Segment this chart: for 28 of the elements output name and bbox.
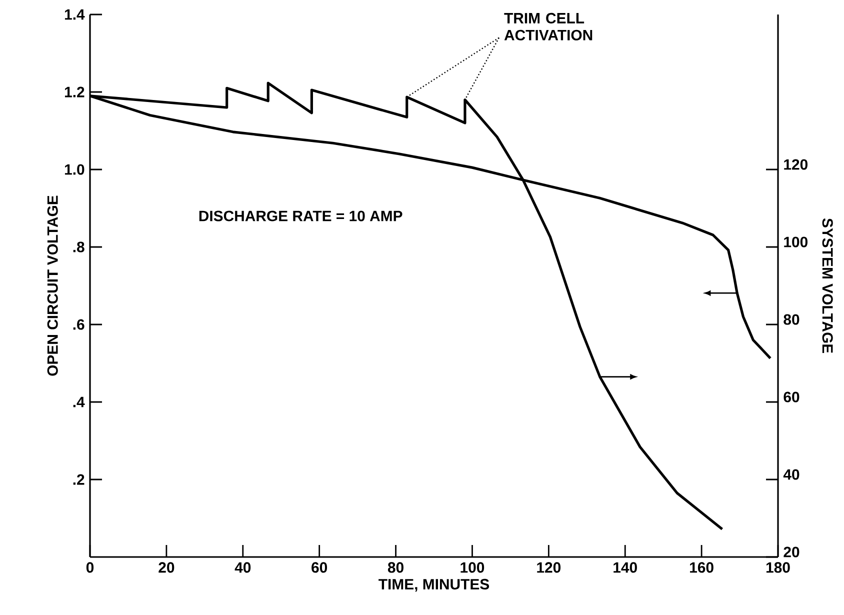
y-tick-label: 1.2 — [64, 86, 84, 98]
y2-tick-label: 20 — [784, 546, 800, 558]
y-tick-label: 1.4 — [64, 9, 85, 20]
y-tick-label: .4 — [73, 396, 85, 408]
y2-tick-label: 80 — [784, 314, 800, 325]
x-tick-label: 60 — [312, 562, 328, 573]
x-tick-label: 80 — [388, 562, 404, 573]
y-tick-label: .6 — [73, 319, 84, 330]
x-axis-title: TIME, MINUTES — [378, 578, 490, 592]
x-tick-label: 100 — [460, 562, 484, 573]
x-tick-label: 180 — [766, 562, 790, 573]
x-tick-label: 140 — [614, 562, 637, 573]
y2-tick-label: 40 — [783, 469, 800, 480]
annotation: TRIM CELL ACTIVATION — [504, 12, 592, 40]
y2-tick-label: 60 — [784, 392, 800, 402]
x-tick-label: 20 — [158, 562, 174, 573]
x-tick-label: 0 — [86, 562, 94, 573]
y2-axis-title: SYSTEM VOLTAGE — [822, 218, 833, 353]
annotation: DISCHARGE RATE = 10 AMP — [199, 210, 402, 222]
y-axis-title: OPEN CIRCUIT VOLTAGE — [47, 196, 58, 376]
x-tick-label: 40 — [234, 562, 251, 573]
x-tick-label: 160 — [690, 562, 714, 573]
y-tick-label: .2 — [73, 474, 84, 485]
y-tick-label: 1.0 — [64, 164, 84, 175]
y2-tick-label: 120 — [784, 159, 808, 170]
y-tick-label: .8 — [73, 242, 84, 252]
x-tick-label: 120 — [537, 562, 561, 573]
y2-tick-label: 100 — [784, 236, 808, 248]
